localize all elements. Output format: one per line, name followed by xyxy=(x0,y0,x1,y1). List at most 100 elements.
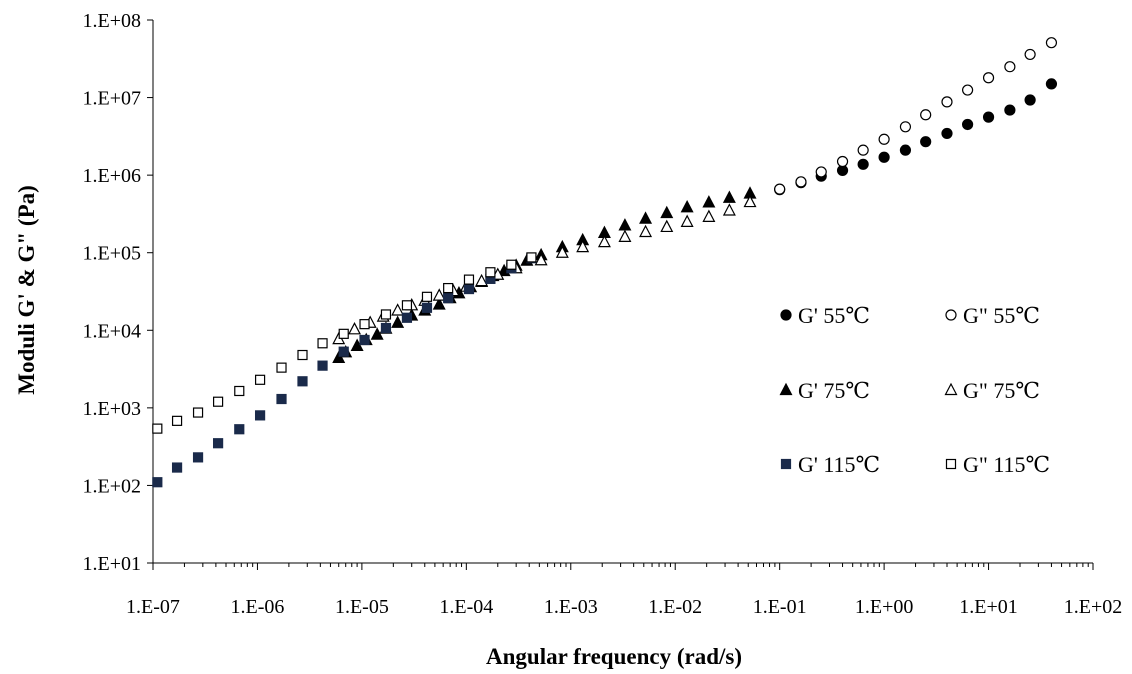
data-point xyxy=(618,229,632,242)
legend-marker xyxy=(945,309,957,321)
axes-group xyxy=(152,20,1093,564)
legend-entry: G' 115℃ xyxy=(780,452,880,477)
data-point xyxy=(857,144,869,156)
data-point xyxy=(317,338,328,349)
data-point xyxy=(680,214,694,227)
data-point xyxy=(432,288,446,301)
legend-entry: G' 55℃ xyxy=(780,303,870,328)
data-point xyxy=(597,234,611,248)
data-point xyxy=(359,319,370,330)
data-point xyxy=(359,334,370,346)
data-point xyxy=(276,362,287,373)
data-point xyxy=(702,195,716,208)
legend-label: G" 75℃ xyxy=(963,378,1040,403)
data-point xyxy=(702,209,716,222)
x-tick-label: 1.E-01 xyxy=(753,596,807,618)
data-point xyxy=(421,302,433,313)
data-point xyxy=(152,477,163,488)
data-point xyxy=(317,360,328,371)
data-point xyxy=(660,205,674,219)
data-point xyxy=(443,282,454,294)
x-axis-title: Angular frequency (rad/s) xyxy=(486,644,742,669)
series-4 xyxy=(152,253,537,488)
series-0 xyxy=(774,78,1058,196)
data-point xyxy=(338,346,349,357)
data-point xyxy=(941,96,953,108)
ticks-group: 1.E+01 1.E+02 1.E+03 1.E+04 1.E+05 1.E+06 1.E+… xyxy=(83,10,1123,618)
x-tick-label: 1.E+00 xyxy=(855,596,914,618)
data-point xyxy=(463,283,475,295)
legend-marker xyxy=(779,382,793,396)
data-point xyxy=(1045,78,1058,90)
series-2 xyxy=(332,186,757,364)
data-point xyxy=(443,292,454,304)
data-point xyxy=(212,396,224,407)
y-tick-label: 1.E+01 xyxy=(83,553,142,575)
data-point xyxy=(380,322,392,334)
y-tick-label: 1.E+04 xyxy=(83,320,142,342)
legend: G' 55℃ G" 55℃ G' 75℃ G" 75℃ G' 115℃ G" 115℃ xyxy=(779,303,1050,477)
data-point xyxy=(350,338,364,351)
data-point xyxy=(836,155,849,168)
x-tick-label: 1.E-07 xyxy=(126,596,180,618)
data-point xyxy=(432,297,446,310)
x-tick-label: 1.E+01 xyxy=(959,596,1018,618)
y-tick-label: 1.E+06 xyxy=(83,165,142,187)
data-point xyxy=(1024,94,1036,106)
series-5 xyxy=(152,252,537,434)
data-point xyxy=(391,315,405,328)
data-point xyxy=(1024,48,1036,61)
x-tick-label: 1.E-06 xyxy=(230,596,284,618)
data-point xyxy=(152,423,163,434)
data-point xyxy=(475,273,489,287)
data-point xyxy=(401,300,413,311)
data-point xyxy=(370,327,384,340)
data-point xyxy=(1004,104,1016,116)
data-point xyxy=(920,109,932,121)
data-point xyxy=(276,393,287,405)
data-point xyxy=(254,374,266,385)
data-point xyxy=(941,127,953,140)
data-point xyxy=(380,309,392,320)
data-point xyxy=(254,410,266,421)
data-point xyxy=(774,183,786,195)
data-point xyxy=(297,376,308,387)
data-point xyxy=(576,239,590,253)
legend-label: G' 115℃ xyxy=(798,452,880,477)
data-point xyxy=(234,385,245,397)
data-point xyxy=(878,151,890,163)
legend-entry: G" 75℃ xyxy=(944,378,1040,403)
data-point xyxy=(338,328,349,339)
data-marks-group xyxy=(152,37,1058,488)
data-point xyxy=(815,166,827,178)
data-point xyxy=(982,72,995,84)
data-point xyxy=(961,118,974,131)
legend-entry: G' 75℃ xyxy=(779,378,870,403)
legend-marker xyxy=(780,458,792,470)
data-point xyxy=(555,245,569,258)
legend-marker xyxy=(944,382,958,396)
data-point xyxy=(878,133,890,145)
x-tick-label: 1.E-02 xyxy=(648,596,702,618)
legend-label: G" 115℃ xyxy=(963,452,1050,477)
data-point xyxy=(463,274,475,285)
data-point xyxy=(982,111,995,123)
x-tick-label: 1.E+02 xyxy=(1064,596,1123,618)
data-point xyxy=(899,144,912,156)
data-point xyxy=(1004,61,1016,73)
data-point xyxy=(401,312,413,323)
data-point xyxy=(961,84,974,96)
data-point xyxy=(639,224,653,238)
legend-label: G' 55℃ xyxy=(798,303,870,328)
data-point xyxy=(212,438,224,449)
data-point xyxy=(234,424,245,435)
y-tick-label: 1.E+05 xyxy=(83,243,142,265)
legend-label: G' 75℃ xyxy=(798,378,870,403)
data-point xyxy=(920,136,932,148)
x-tick-label: 1.E-05 xyxy=(335,596,389,618)
data-point xyxy=(743,194,757,208)
data-point xyxy=(618,218,632,231)
data-point xyxy=(171,415,183,426)
data-point xyxy=(171,462,183,473)
